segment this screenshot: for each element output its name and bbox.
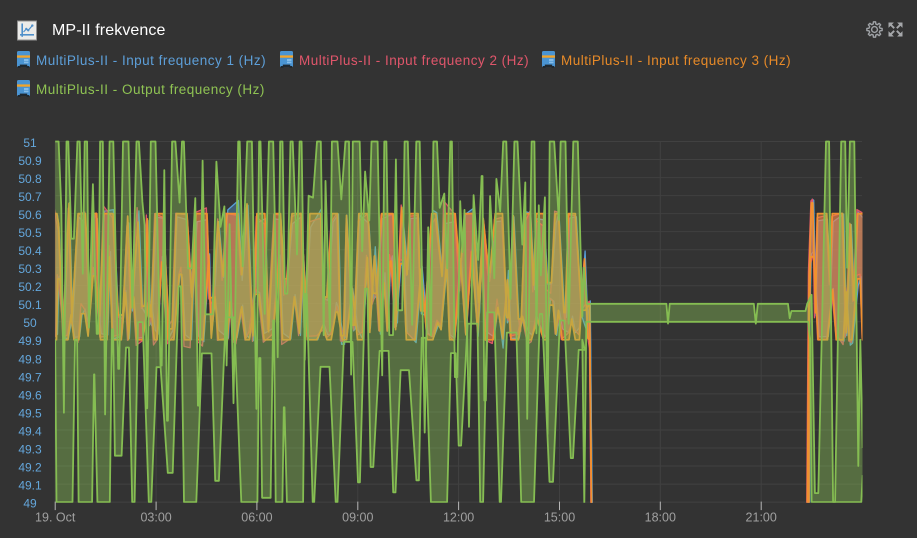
svg-text:50.1: 50.1 bbox=[18, 298, 42, 312]
svg-text:49.3: 49.3 bbox=[18, 442, 42, 456]
svg-text:49.4: 49.4 bbox=[18, 424, 42, 438]
svg-text:50: 50 bbox=[23, 316, 37, 330]
svg-text:49.9: 49.9 bbox=[18, 334, 42, 348]
svg-text:50.2: 50.2 bbox=[18, 280, 42, 294]
svg-text:50.5: 50.5 bbox=[18, 226, 42, 240]
svg-text:49.8: 49.8 bbox=[18, 352, 42, 366]
svg-text:49.1: 49.1 bbox=[18, 479, 42, 493]
svg-text:50.8: 50.8 bbox=[18, 172, 42, 186]
svg-text:49.2: 49.2 bbox=[18, 460, 42, 474]
svg-text:49.6: 49.6 bbox=[18, 388, 42, 402]
svg-text:09:00: 09:00 bbox=[342, 511, 373, 525]
svg-text:50.4: 50.4 bbox=[18, 244, 42, 258]
svg-text:50.6: 50.6 bbox=[18, 208, 42, 222]
svg-text:50.7: 50.7 bbox=[18, 190, 42, 204]
svg-text:51: 51 bbox=[23, 136, 37, 150]
svg-text:19. Oct: 19. Oct bbox=[35, 511, 76, 525]
svg-text:18:00: 18:00 bbox=[645, 511, 676, 525]
svg-text:15:00: 15:00 bbox=[544, 511, 575, 525]
svg-text:49.5: 49.5 bbox=[18, 406, 42, 420]
svg-text:49: 49 bbox=[23, 497, 37, 511]
svg-text:12:00: 12:00 bbox=[443, 511, 474, 525]
svg-text:50.3: 50.3 bbox=[18, 262, 42, 276]
svg-text:03:00: 03:00 bbox=[140, 511, 171, 525]
svg-text:50.9: 50.9 bbox=[18, 154, 42, 168]
svg-text:49.7: 49.7 bbox=[18, 370, 42, 384]
svg-text:21:00: 21:00 bbox=[746, 511, 777, 525]
svg-text:06:00: 06:00 bbox=[241, 511, 272, 525]
